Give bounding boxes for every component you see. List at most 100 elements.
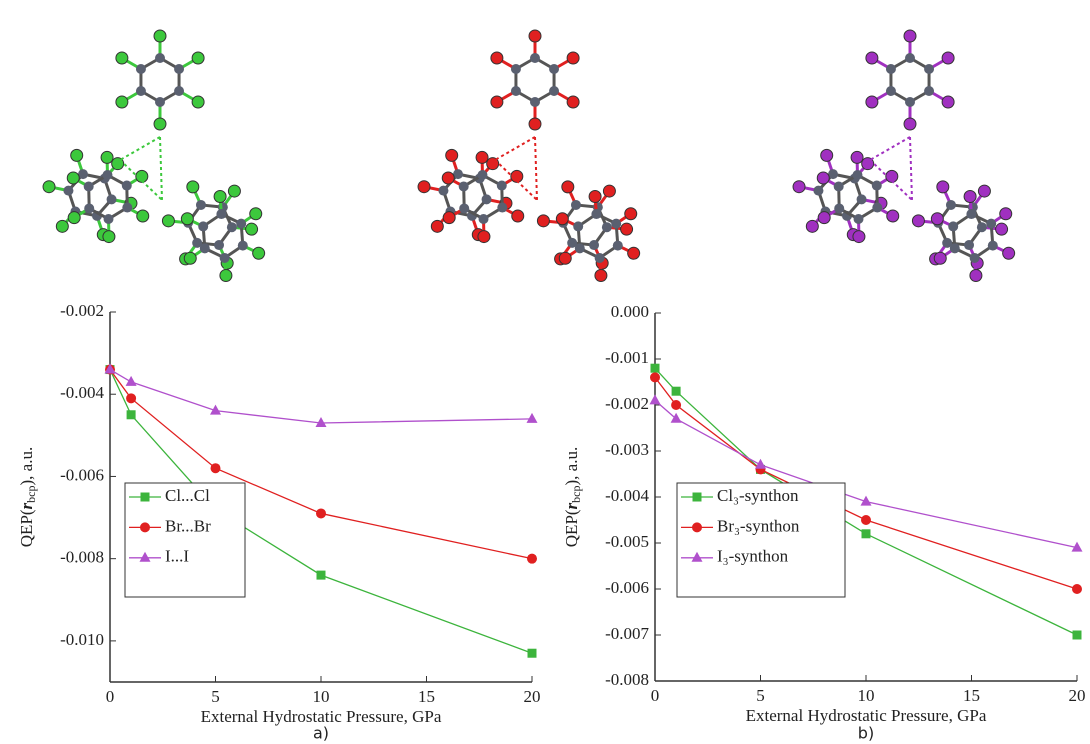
carbon-atom: [813, 186, 823, 196]
y-tick-label: -0.001: [605, 348, 649, 367]
data-point: [1073, 631, 1082, 640]
halogen-atom: [253, 247, 265, 259]
halogen-atom: [442, 172, 454, 184]
halogen-atom: [184, 252, 196, 264]
halogen-atom: [446, 149, 458, 161]
halogen-atom: [567, 96, 579, 108]
halogen-atom: [250, 208, 262, 220]
data-point: [126, 376, 137, 386]
halogen-atom: [491, 52, 503, 64]
halogen-atom: [821, 149, 833, 161]
carbon-atom: [479, 214, 489, 224]
carbon-atom: [834, 203, 844, 213]
carbon-atom: [84, 181, 94, 191]
halogen-atom: [1000, 208, 1012, 220]
halogen-atom: [478, 231, 490, 243]
y-tick-label: -0.008: [60, 548, 104, 567]
carbon-atom: [549, 86, 559, 96]
legend-label: I₃-synthon: [717, 547, 789, 566]
carbon-atom: [854, 214, 864, 224]
carbon-atom: [174, 86, 184, 96]
carbon-atom: [611, 219, 621, 229]
carbon-atom: [155, 97, 165, 107]
carbon-atom: [852, 170, 862, 180]
carbon-atom: [573, 221, 583, 231]
halogen-atom: [537, 215, 549, 227]
halogen-atom: [904, 30, 916, 42]
data-point: [527, 554, 537, 564]
carbon-atom: [136, 64, 146, 74]
halogen-atom: [818, 212, 830, 224]
halogen-atom: [246, 223, 258, 235]
halogen-atom: [978, 185, 990, 197]
y-tick-label: -0.007: [605, 624, 649, 643]
y-axis-title: QEP(rbcp), a.u.: [17, 447, 38, 547]
carbon-atom: [950, 243, 960, 253]
halogen-atom: [228, 185, 240, 197]
halogen-atom: [443, 212, 455, 224]
carbon-atom: [613, 241, 623, 251]
data-point: [527, 413, 538, 423]
carbon-atom: [575, 243, 585, 253]
halogen-atom: [529, 118, 541, 130]
data-point: [528, 649, 537, 658]
carbon-atom: [872, 181, 882, 191]
halogen-atom: [220, 269, 232, 281]
molecule: [418, 30, 640, 281]
carbon-atom: [924, 64, 934, 74]
contact: [495, 137, 535, 160]
carbon-atom: [122, 203, 132, 213]
x-tick-label: 10: [313, 687, 330, 706]
carbon-atom: [834, 181, 844, 191]
legend-label: Cl₃-synthon: [717, 486, 799, 505]
halogen-atom: [625, 208, 637, 220]
carbon-atom: [602, 222, 612, 232]
carbon-atom: [198, 221, 208, 231]
halogen-atom: [912, 215, 924, 227]
halogen-atom: [56, 220, 68, 232]
halogen-atom: [71, 149, 83, 161]
carbon-atom: [477, 170, 487, 180]
carbon-atom: [988, 241, 998, 251]
data-point: [651, 364, 660, 373]
carbon-atom: [438, 186, 448, 196]
carbon-atom: [459, 203, 469, 213]
halogen-atom: [562, 181, 574, 193]
y-tick-label: 0.000: [611, 302, 649, 321]
carbon-atom: [227, 222, 237, 232]
y-axis-title-part: bcp: [569, 485, 583, 502]
carbon-atom: [948, 221, 958, 231]
y-tick-label: -0.010: [60, 630, 104, 649]
y-tick-label: -0.006: [605, 578, 649, 597]
carbon-atom: [63, 186, 73, 196]
x-tick-label: 20: [524, 687, 541, 706]
caption: b): [858, 724, 874, 743]
data-point: [1072, 584, 1082, 594]
x-tick-label: 15: [418, 687, 435, 706]
carbon-atom: [986, 219, 996, 229]
data-point: [126, 393, 136, 403]
halogen-atom: [181, 213, 193, 225]
carbon-atom: [236, 219, 246, 229]
x-tick-label: 5: [756, 686, 765, 705]
halogen-atom: [931, 213, 943, 225]
carbon-atom: [155, 53, 165, 63]
data-point: [317, 571, 326, 580]
contact: [910, 137, 912, 200]
legend-marker: [692, 522, 702, 532]
halogen-atom: [103, 231, 115, 243]
y-tick-label: -0.004: [60, 383, 104, 402]
y-axis-title-part: QEP(: [17, 509, 36, 547]
carbon-atom: [924, 86, 934, 96]
halogen-atom: [793, 181, 805, 193]
y-axis-title-part: bcp: [24, 485, 38, 502]
halogen-atom: [851, 151, 863, 163]
data-point: [755, 459, 766, 469]
carbon-atom: [511, 86, 521, 96]
x-tick-label: 0: [106, 687, 115, 706]
y-tick-label: -0.002: [60, 301, 104, 320]
carbon-atom: [872, 203, 882, 213]
halogen-atom: [154, 30, 166, 42]
carbon-atom: [591, 209, 601, 219]
caption: a): [313, 724, 329, 743]
